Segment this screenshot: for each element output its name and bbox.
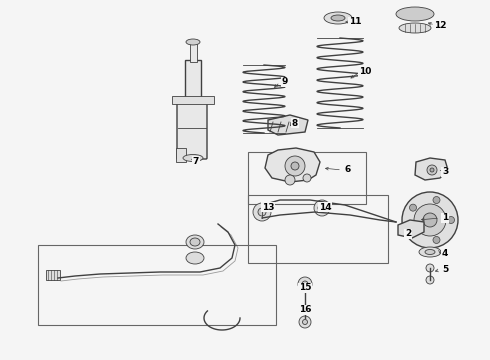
Text: 6: 6: [345, 166, 351, 175]
Ellipse shape: [419, 247, 441, 257]
Text: 1: 1: [442, 213, 448, 222]
Circle shape: [414, 204, 446, 236]
Text: 8: 8: [292, 118, 298, 127]
Circle shape: [318, 204, 326, 212]
Circle shape: [430, 168, 434, 172]
Ellipse shape: [186, 39, 200, 45]
Circle shape: [433, 197, 440, 203]
Text: 9: 9: [282, 77, 288, 86]
FancyBboxPatch shape: [177, 99, 207, 159]
Ellipse shape: [190, 238, 200, 246]
Circle shape: [423, 213, 437, 227]
Circle shape: [426, 264, 434, 272]
Polygon shape: [415, 158, 448, 180]
Polygon shape: [268, 115, 308, 135]
Text: 15: 15: [299, 284, 311, 292]
Ellipse shape: [324, 12, 352, 24]
Text: 13: 13: [262, 202, 274, 211]
Text: 11: 11: [349, 18, 361, 27]
Text: 10: 10: [359, 68, 371, 77]
Circle shape: [302, 281, 308, 287]
Text: 12: 12: [434, 21, 446, 30]
Text: 4: 4: [442, 248, 448, 257]
Circle shape: [447, 216, 455, 224]
Polygon shape: [398, 220, 424, 238]
Ellipse shape: [331, 15, 345, 21]
Ellipse shape: [186, 252, 204, 264]
Circle shape: [410, 204, 416, 211]
Ellipse shape: [183, 154, 203, 162]
Circle shape: [314, 200, 330, 216]
Bar: [172, 96, 214, 104]
Circle shape: [402, 192, 458, 248]
Bar: [38, 245, 276, 325]
Text: 5: 5: [442, 266, 448, 274]
Circle shape: [285, 175, 295, 185]
Text: 14: 14: [318, 202, 331, 211]
Circle shape: [258, 208, 266, 216]
Circle shape: [291, 162, 299, 170]
Circle shape: [410, 229, 416, 236]
Ellipse shape: [396, 7, 434, 21]
Bar: [176, 148, 186, 162]
Ellipse shape: [425, 249, 435, 255]
Bar: [248, 195, 388, 263]
Bar: [46, 270, 60, 280]
Text: 2: 2: [405, 230, 411, 238]
Polygon shape: [265, 148, 320, 182]
Circle shape: [299, 316, 311, 328]
Circle shape: [298, 277, 312, 291]
Circle shape: [433, 237, 440, 243]
Circle shape: [302, 320, 308, 324]
Ellipse shape: [186, 235, 204, 249]
Circle shape: [285, 156, 305, 176]
Circle shape: [253, 203, 271, 221]
Bar: [190, 42, 197, 62]
Bar: [185, 60, 201, 102]
Circle shape: [427, 165, 437, 175]
Bar: [248, 152, 366, 204]
Text: 7: 7: [193, 157, 199, 166]
Circle shape: [426, 276, 434, 284]
Ellipse shape: [399, 23, 431, 33]
Text: 3: 3: [442, 167, 448, 176]
Text: 16: 16: [299, 306, 311, 315]
Circle shape: [303, 174, 311, 182]
